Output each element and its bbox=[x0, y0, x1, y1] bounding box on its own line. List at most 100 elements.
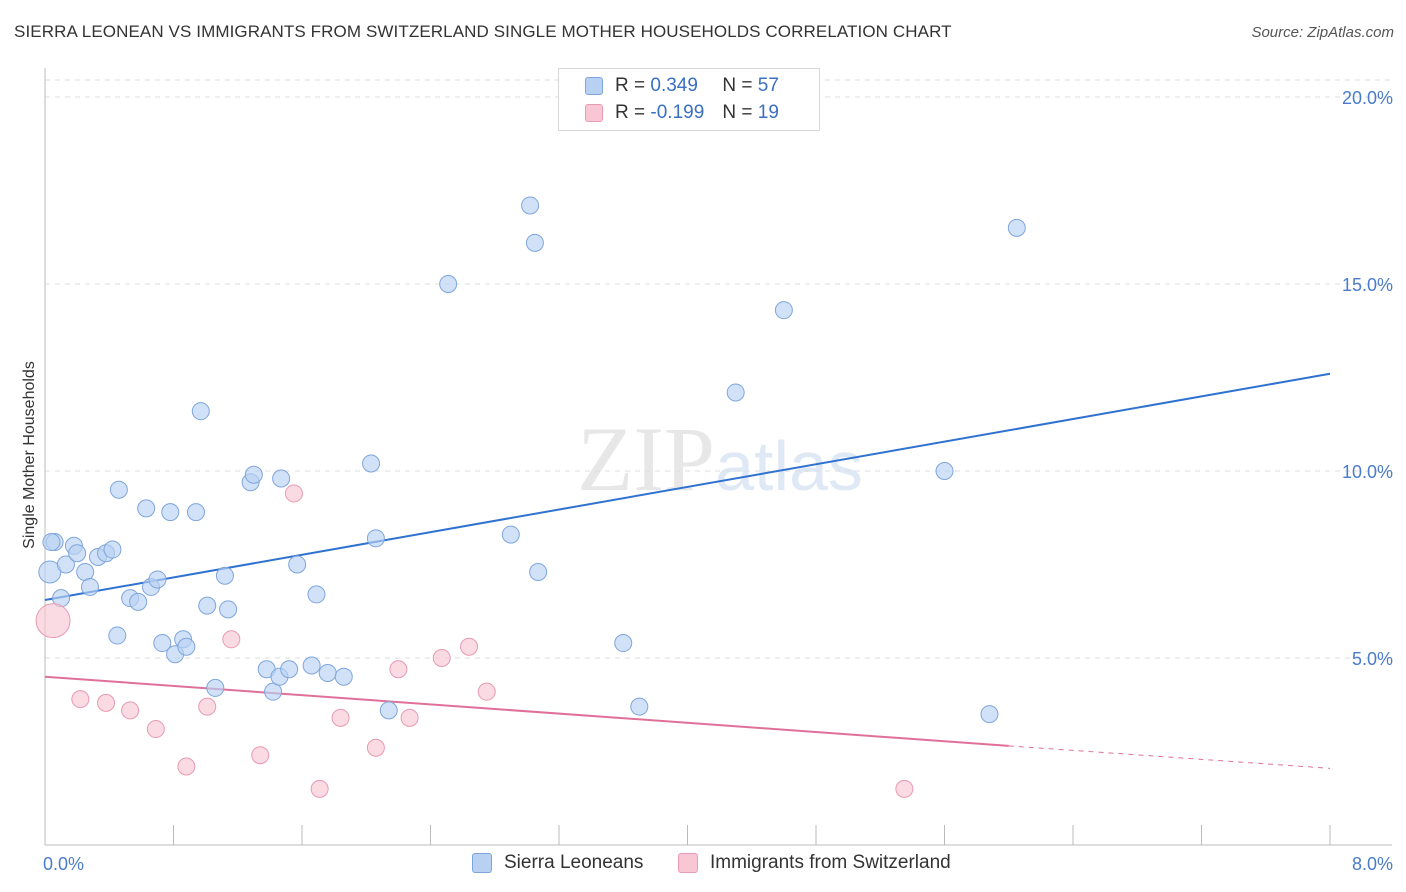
x-tick-label: 8.0% bbox=[1352, 854, 1393, 874]
legend-r-label: R = bbox=[615, 102, 646, 123]
point-sierra-leonean bbox=[215, 566, 234, 585]
point-swiss-immigrant bbox=[460, 637, 479, 656]
legend-r-value: -0.199 bbox=[650, 102, 705, 123]
chart-title: SIERRA LEONEAN VS IMMIGRANTS FROM SWITZE… bbox=[14, 22, 952, 41]
point-swiss-immigrant bbox=[222, 630, 241, 649]
point-swiss-immigrant bbox=[284, 484, 303, 503]
y-tick-label: 10.0% bbox=[1342, 462, 1393, 482]
point-sierra-leonean bbox=[177, 637, 196, 656]
point-sierra-leonean bbox=[68, 544, 87, 563]
legend-n-value: 19 bbox=[757, 102, 779, 123]
point-sierra-leonean bbox=[42, 533, 61, 552]
point-sierra-leonean bbox=[614, 634, 633, 653]
legend-n-value: 57 bbox=[757, 75, 779, 96]
point-sierra-leonean bbox=[76, 562, 95, 581]
point-sierra-leonean bbox=[186, 503, 205, 522]
series-legend: Sierra Leoneans Immigrants from Switzerl… bbox=[0, 852, 1406, 878]
point-sierra-leonean bbox=[307, 585, 326, 604]
legend-row-blue: R = 0.349 N = 57 bbox=[585, 74, 779, 98]
point-sierra-leonean bbox=[1007, 218, 1026, 237]
point-swiss-immigrant bbox=[177, 757, 196, 776]
point-sierra-leonean bbox=[980, 705, 999, 724]
point-sierra-leonean bbox=[109, 480, 128, 499]
legend-swatch-blue bbox=[472, 853, 492, 873]
legend-item-sierra-leoneans: Sierra Leoneans bbox=[472, 852, 643, 874]
legend-swatch-blue bbox=[585, 77, 603, 95]
correlation-legend: R = 0.349 N = 57 R = -0.199 N = 19 bbox=[558, 68, 820, 131]
legend-label: Sierra Leoneans bbox=[504, 852, 644, 873]
legend-r-label: R = bbox=[615, 75, 646, 96]
point-sierra-leonean bbox=[501, 525, 520, 544]
legend-item-immigrants-switzerland: Immigrants from Switzerland bbox=[678, 852, 951, 874]
point-sierra-leonean bbox=[103, 540, 122, 559]
point-sierra-leonean bbox=[198, 596, 217, 615]
y-tick-label: 5.0% bbox=[1352, 649, 1393, 669]
legend-n-label: N = bbox=[722, 75, 753, 96]
y-tick-label: 15.0% bbox=[1342, 275, 1393, 295]
x-tick-label: 0.0% bbox=[43, 854, 84, 874]
point-swiss-immigrant bbox=[895, 779, 914, 798]
point-swiss-immigrant bbox=[251, 746, 270, 765]
point-sierra-leonean bbox=[272, 469, 291, 488]
trendline-sierra-leoneans bbox=[44, 372, 1331, 602]
point-sierra-leonean bbox=[366, 529, 385, 548]
point-sierra-leonean bbox=[244, 465, 263, 484]
legend-swatch-pink bbox=[678, 853, 698, 873]
point-sierra-leonean bbox=[379, 701, 398, 720]
point-sierra-leonean bbox=[280, 660, 299, 679]
point-sierra-leonean bbox=[137, 499, 156, 518]
point-sierra-leonean bbox=[439, 275, 458, 293]
point-sierra-leonean bbox=[108, 626, 127, 645]
point-swiss-immigrant bbox=[477, 682, 496, 701]
point-swiss-immigrant bbox=[366, 738, 385, 757]
legend-label: Immigrants from Switzerland bbox=[710, 852, 951, 873]
grid-lines bbox=[45, 79, 1392, 659]
legend-r-value: 0.349 bbox=[650, 75, 698, 96]
point-swiss-immigrant bbox=[400, 708, 419, 727]
watermark-zip: ZIP bbox=[577, 408, 715, 510]
point-sierra-leonean bbox=[129, 592, 148, 611]
point-sierra-leonean bbox=[521, 196, 540, 215]
legend-row-pink: R = -0.199 N = 19 bbox=[585, 101, 779, 125]
point-sierra-leonean bbox=[206, 678, 225, 697]
point-swiss-immigrant bbox=[432, 649, 451, 667]
point-sierra-leonean bbox=[302, 656, 321, 675]
point-sierra-leonean bbox=[288, 555, 307, 574]
point-sierra-leonean bbox=[80, 577, 99, 596]
point-sierra-leonean bbox=[318, 663, 337, 682]
point-swiss-immigrant bbox=[35, 603, 71, 639]
point-swiss-immigrant bbox=[389, 660, 408, 679]
data-points bbox=[35, 196, 1026, 798]
point-swiss-immigrant bbox=[198, 697, 217, 716]
y-tick-label: 20.0% bbox=[1342, 88, 1393, 108]
trendline-immigrants-switzerland bbox=[44, 675, 1009, 747]
point-sierra-leonean bbox=[726, 383, 745, 402]
point-sierra-leonean bbox=[525, 233, 544, 252]
point-swiss-immigrant bbox=[146, 720, 165, 739]
point-sierra-leonean bbox=[191, 402, 210, 421]
tick-labels: 5.0% 10.0% 15.0% 20.0% 0.0% 8.0% bbox=[43, 88, 1393, 874]
legend-swatch-pink bbox=[585, 104, 603, 122]
point-sierra-leonean bbox=[153, 634, 172, 653]
point-sierra-leonean bbox=[774, 301, 793, 320]
point-sierra-leonean bbox=[38, 560, 62, 584]
point-swiss-immigrant bbox=[331, 708, 350, 727]
point-sierra-leonean bbox=[56, 555, 75, 574]
legend-n-label: N = bbox=[722, 102, 753, 123]
source-label: Source: ZipAtlas.com bbox=[1251, 24, 1394, 41]
watermark-atlas: atlas bbox=[715, 427, 863, 505]
axes bbox=[44, 68, 1392, 846]
point-swiss-immigrant bbox=[121, 701, 140, 720]
point-sierra-leonean bbox=[264, 682, 283, 701]
point-sierra-leonean bbox=[334, 667, 353, 686]
point-sierra-leonean bbox=[148, 570, 167, 589]
trendlines bbox=[44, 372, 1331, 769]
trendline-extension bbox=[1008, 745, 1331, 769]
point-sierra-leonean bbox=[935, 462, 954, 480]
point-swiss-immigrant bbox=[71, 690, 90, 709]
point-sierra-leonean bbox=[161, 503, 180, 522]
point-swiss-immigrant bbox=[97, 693, 116, 712]
point-sierra-leonean bbox=[362, 454, 381, 473]
y-axis-label: Single Mother Households bbox=[21, 361, 38, 549]
